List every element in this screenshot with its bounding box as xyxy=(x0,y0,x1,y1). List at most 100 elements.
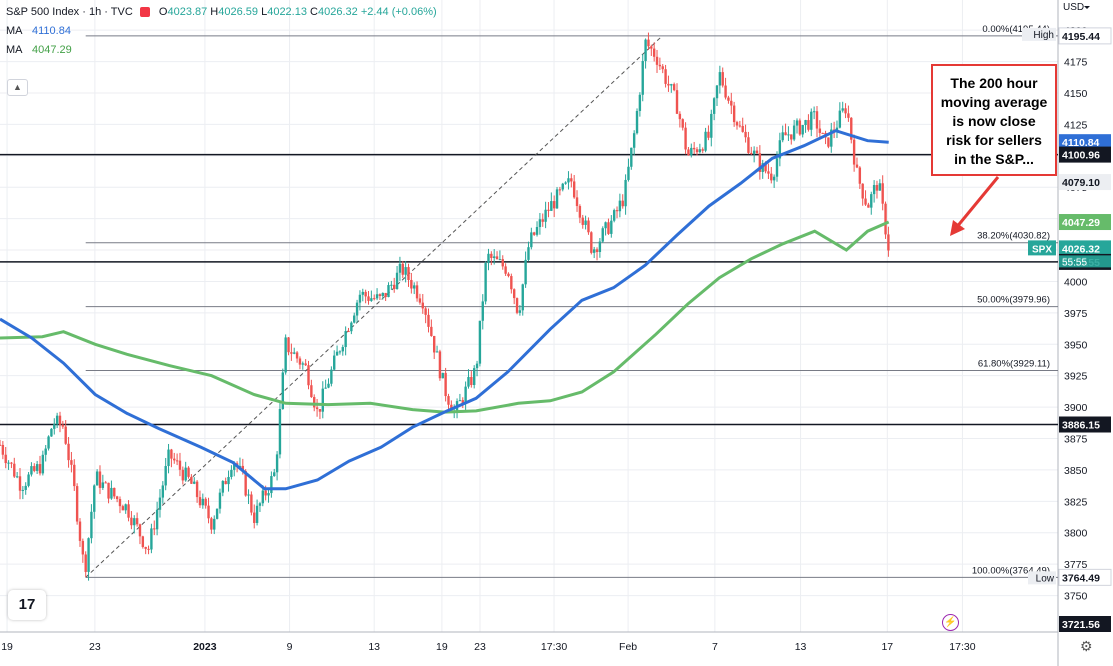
price-label-text: 4079.10 xyxy=(1062,177,1100,189)
x-tick-label: 23 xyxy=(474,641,486,653)
candle-body xyxy=(655,56,659,65)
candle-body xyxy=(744,131,747,138)
candle-body xyxy=(841,108,844,111)
candle-body xyxy=(770,173,773,181)
candle-body xyxy=(264,490,267,496)
candle-body xyxy=(313,397,316,408)
candle-body xyxy=(701,149,704,151)
candle-body xyxy=(13,463,16,477)
candle-body xyxy=(278,409,282,455)
price-label-text: 4110.84 xyxy=(1062,137,1100,149)
candle-body xyxy=(0,444,2,446)
candle-body xyxy=(130,517,133,526)
ma1-label: MA xyxy=(6,25,23,37)
candle-body xyxy=(707,131,710,138)
candle-body xyxy=(738,125,742,127)
candle-body xyxy=(381,292,384,296)
candle-body xyxy=(435,351,439,353)
candle-body xyxy=(413,285,416,289)
tradingview-logo-icon[interactable]: 17 xyxy=(8,590,46,620)
spx-tag-box xyxy=(1028,240,1056,256)
candle-body xyxy=(590,232,593,253)
candle-body xyxy=(638,94,642,111)
candle-body xyxy=(398,263,402,273)
candle-body xyxy=(830,129,833,147)
candle-body xyxy=(393,284,396,290)
candle-body xyxy=(464,386,467,404)
candle-body xyxy=(164,466,167,486)
settings-gear-icon[interactable]: ⚙ xyxy=(1080,638,1093,654)
candle-body xyxy=(307,365,310,386)
candle-body xyxy=(190,476,193,484)
candle-body xyxy=(501,259,504,267)
fib-level-label: 100.00%(3764.49) xyxy=(972,565,1050,576)
candle-body xyxy=(401,263,404,275)
candle-body xyxy=(141,536,145,547)
candle-body xyxy=(364,291,367,297)
candle-body xyxy=(338,351,342,353)
red-flag-icon[interactable] xyxy=(139,7,150,18)
candle-body xyxy=(847,113,850,118)
candle-body xyxy=(487,253,490,264)
candle-body xyxy=(804,120,807,126)
candle-body xyxy=(778,140,782,159)
candle-body xyxy=(95,471,99,486)
candle-body xyxy=(587,220,590,233)
low-tag-box xyxy=(1028,571,1056,585)
candle-body xyxy=(258,503,262,506)
candle-body xyxy=(53,424,56,429)
candle-body xyxy=(155,509,159,530)
candle-body xyxy=(304,363,307,366)
candle-body xyxy=(604,222,607,229)
candle-body xyxy=(295,352,299,359)
candle-body xyxy=(361,291,364,295)
candle-body xyxy=(812,111,816,113)
candle-body xyxy=(50,428,53,437)
candle-body xyxy=(333,355,336,370)
ma1-row[interactable]: MA 4110.84 xyxy=(6,22,437,41)
candle-body xyxy=(424,308,427,315)
candle-body xyxy=(512,289,516,299)
candle-body xyxy=(884,203,887,235)
ma2-row[interactable]: MA 4047.29 xyxy=(6,41,437,60)
candle-body xyxy=(712,98,716,114)
x-tick-label: 23 xyxy=(89,641,101,653)
lightning-icon[interactable]: ⚡ xyxy=(942,614,959,631)
candle-body xyxy=(592,249,596,253)
candle-body xyxy=(275,454,279,473)
candle-body xyxy=(198,497,202,506)
candle-body xyxy=(118,499,122,507)
y-tick-label: 3850 xyxy=(1064,465,1088,477)
candle-body xyxy=(567,178,570,183)
candle-body xyxy=(375,294,379,299)
candle-body xyxy=(870,194,873,208)
candle-body xyxy=(727,97,730,101)
candle-body xyxy=(875,185,879,191)
x-tick-label: 13 xyxy=(795,641,807,653)
candle-body xyxy=(518,310,522,313)
candle-body xyxy=(373,298,376,300)
candle-body xyxy=(15,476,19,478)
candle-body xyxy=(270,476,273,494)
symbol-title[interactable]: S&P 500 Index · 1h · TVC xyxy=(6,6,133,18)
candle-body xyxy=(441,372,444,379)
candle-body xyxy=(193,481,196,484)
candle-body xyxy=(144,546,147,549)
candle-body xyxy=(855,164,859,168)
candle-body xyxy=(98,471,102,488)
candle-body xyxy=(764,163,767,172)
collapse-legend-icon[interactable]: ▲ xyxy=(7,79,28,96)
candle-body xyxy=(178,460,182,470)
candle-body xyxy=(207,505,210,519)
annotation-box[interactable]: The 200 hour moving average is now close… xyxy=(931,64,1057,176)
candle-body xyxy=(4,454,7,464)
candle-body xyxy=(755,150,759,154)
candle-body xyxy=(21,489,25,491)
x-tick-label: 17:30 xyxy=(949,641,975,653)
close-value: 4026.32 xyxy=(317,6,358,18)
fib-level-label: 61.80%(3929.11) xyxy=(978,359,1050,370)
ma200-line xyxy=(0,220,890,414)
y-tick-label: 3875 xyxy=(1064,434,1088,446)
candle-body xyxy=(461,400,464,404)
